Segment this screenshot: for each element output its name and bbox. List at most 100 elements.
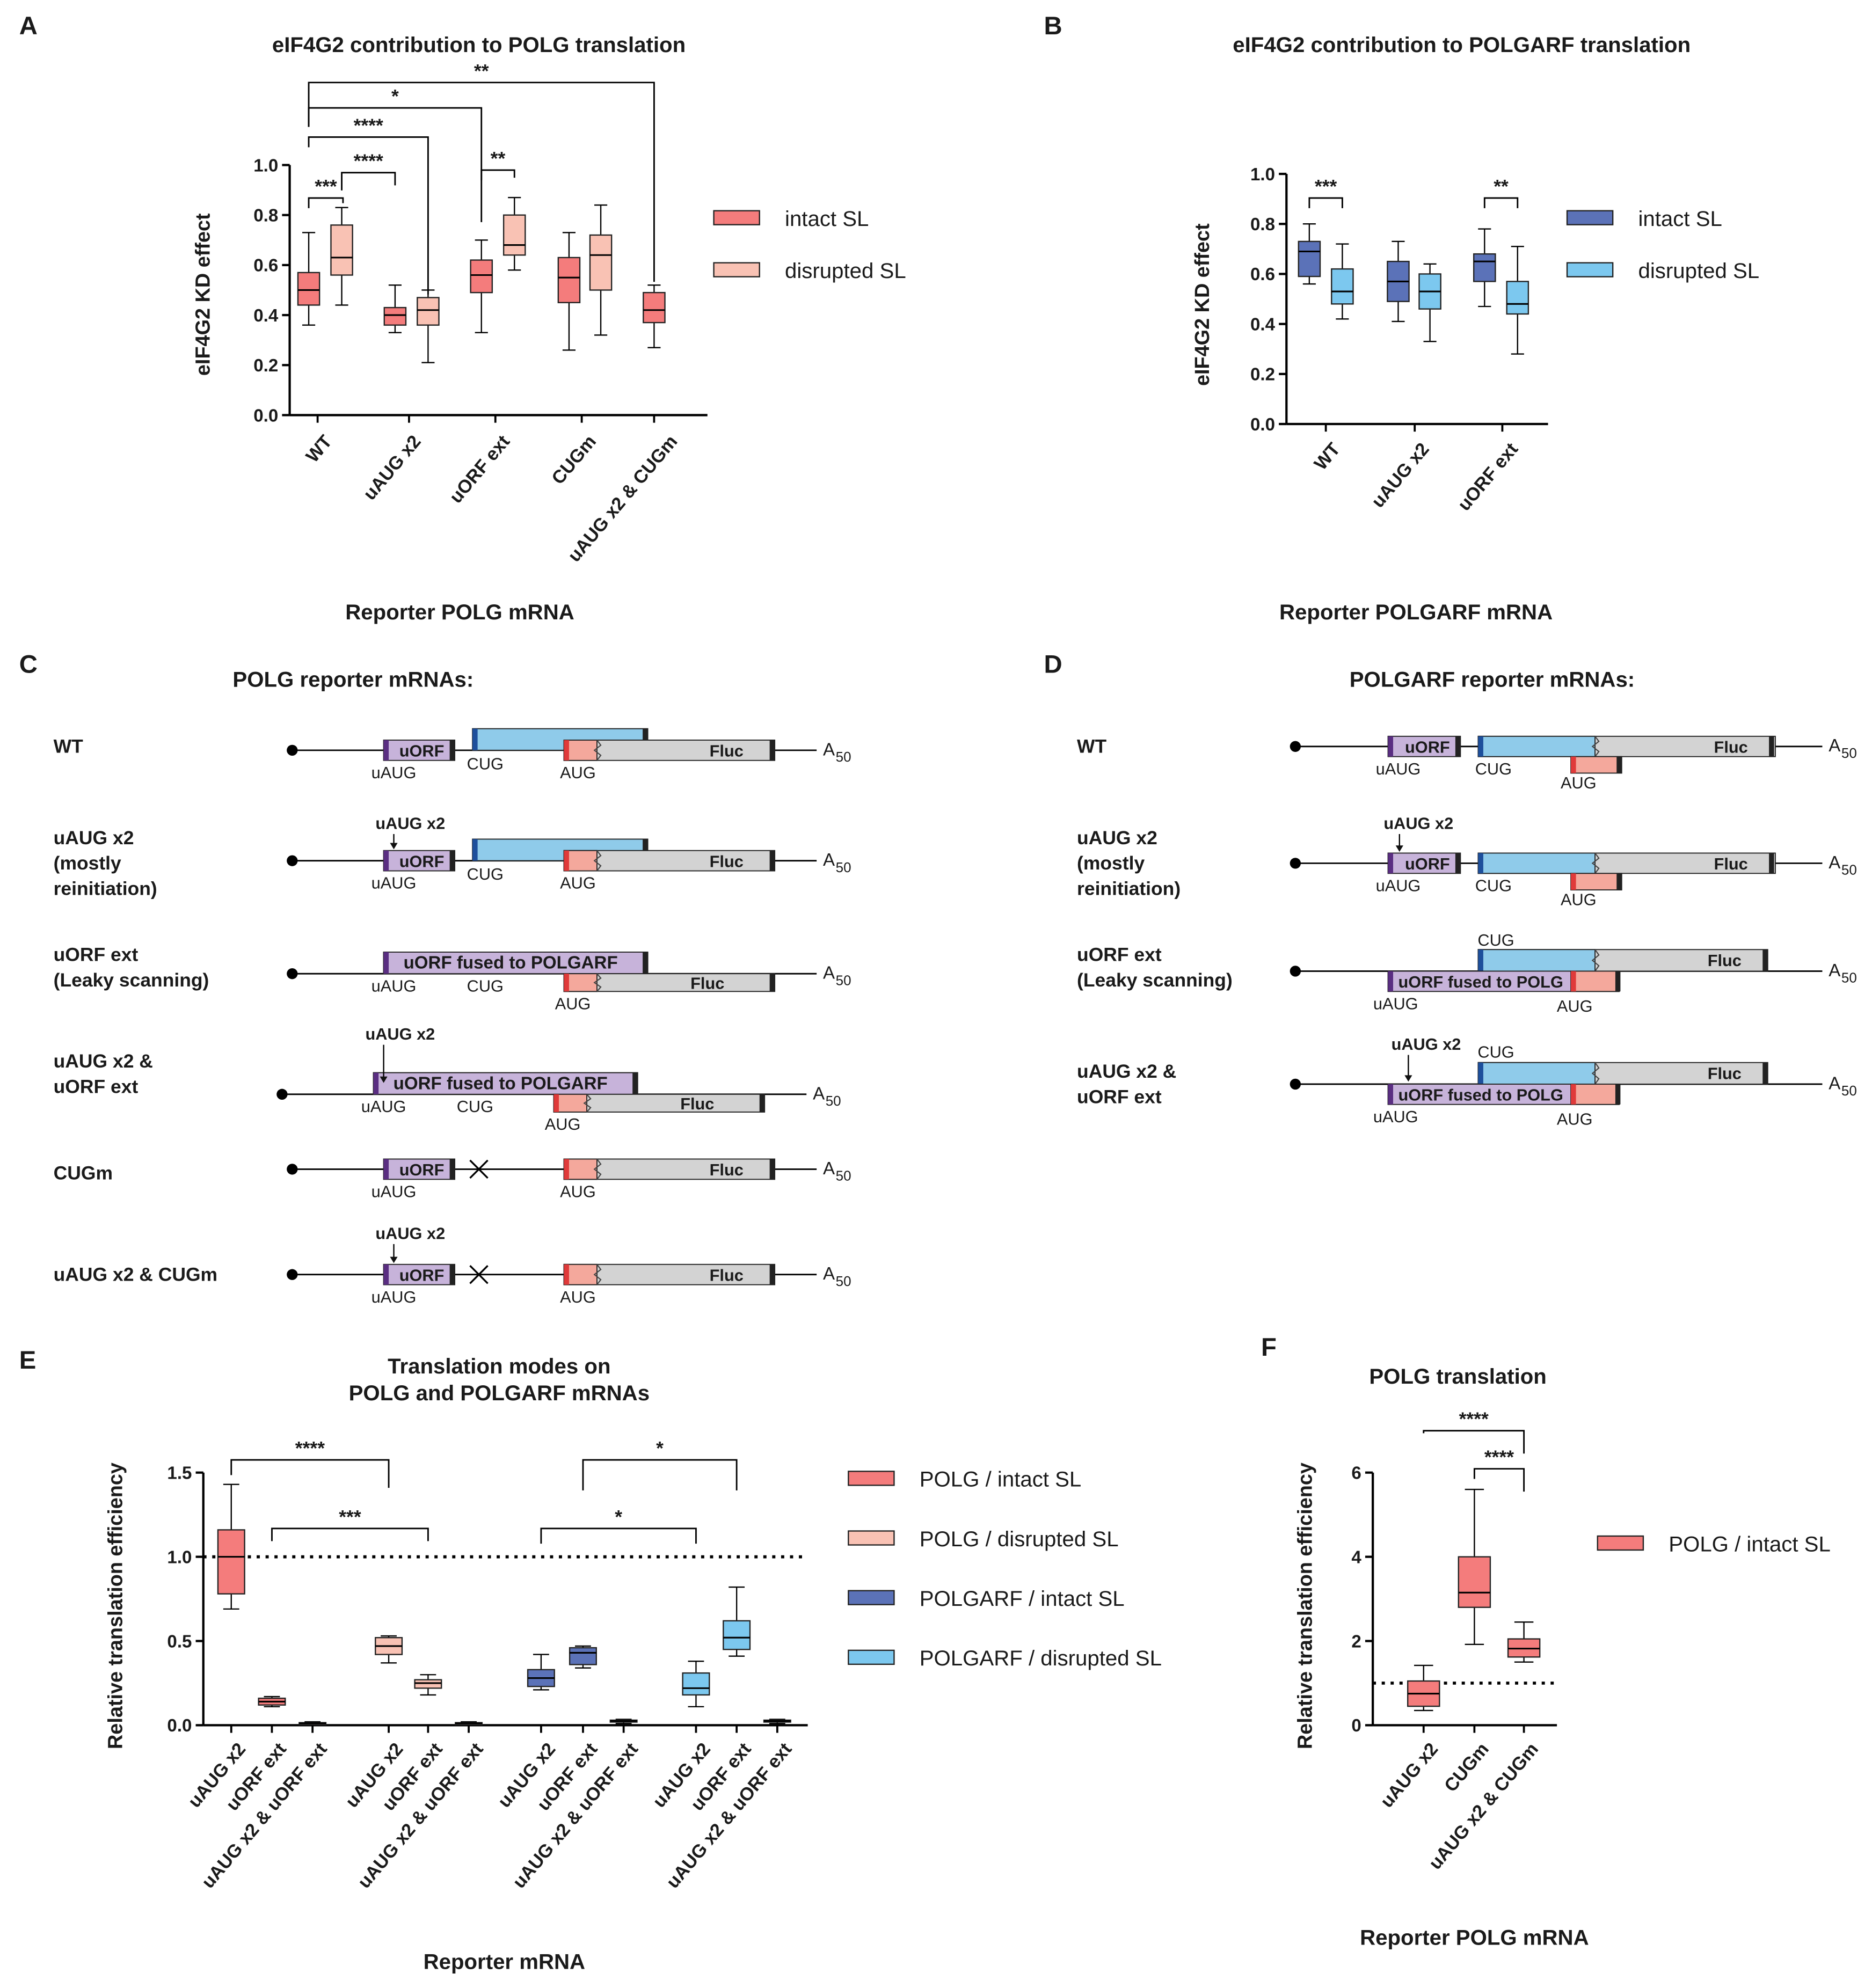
poly-a-subscript: 50	[1841, 745, 1857, 761]
cug-label: CUG	[1477, 1042, 1514, 1061]
poly-a-subscript: 50	[836, 972, 851, 988]
construct-name: uORF ext	[54, 944, 139, 966]
bracket-line	[582, 1459, 738, 1490]
construct-name: uAUG x2	[1077, 827, 1157, 849]
uaug-label: uAUG	[1376, 876, 1421, 895]
construct-name: uAUG x2	[54, 827, 134, 849]
x-tick-label: WT	[302, 432, 336, 466]
arrow-head	[390, 843, 398, 850]
fluc-label: Fluc	[1714, 738, 1748, 757]
poly-a-subscript: 50	[836, 859, 851, 875]
aug-label: AUG	[1561, 773, 1597, 792]
aug-box	[563, 850, 598, 872]
construct-name: uORF ext	[1077, 944, 1162, 966]
uorf-stop	[1455, 736, 1461, 757]
bracket-line	[308, 197, 344, 208]
x-tick-label: CUGm	[548, 432, 600, 488]
box-iqr	[1473, 253, 1496, 282]
legend-entry: intact SL	[785, 207, 869, 231]
legend-swatch	[1566, 262, 1614, 277]
y-tick-label: 1.0	[253, 156, 278, 176]
uaug-label: uAUG	[372, 1288, 417, 1306]
aug-box	[563, 1263, 598, 1285]
box-plot	[527, 1654, 555, 1691]
mrna-construct: uORF Fluc uAUG CUG AUG A 50 uAUG x2	[1290, 814, 1857, 909]
box-plot	[589, 204, 613, 336]
x-axis-title: Reporter POLG mRNA	[1360, 1926, 1589, 1950]
construct-name: WT	[1077, 736, 1106, 757]
cug-label: CUG	[1475, 759, 1512, 778]
y-axis-title: Relative translation efficiency	[1294, 1463, 1317, 1749]
significance-label: ***	[315, 176, 337, 198]
y-axis-title: eIF4G2 KD effect	[192, 213, 215, 376]
cug-label: CUG	[1477, 931, 1514, 949]
box-plot	[470, 239, 493, 333]
significance-label: **	[474, 60, 489, 82]
poly-a-subscript: 50	[836, 1168, 851, 1184]
significance-label: ****	[1459, 1408, 1489, 1430]
fused-uorf-label: uORF fused to POLG	[1398, 973, 1563, 991]
legend-entry: POLG / disrupted SL	[920, 1527, 1119, 1551]
uaug-x2-label: uAUG x2	[1392, 1035, 1461, 1054]
uorf-start	[1388, 971, 1393, 992]
bracket-line	[540, 1527, 697, 1544]
sig-polg-uorf: ***	[271, 1506, 429, 1541]
cug-label: CUG	[1475, 876, 1512, 895]
significance-label: **	[491, 148, 506, 169]
fluc-stop	[769, 850, 775, 871]
poly-a-label: A	[1829, 961, 1841, 981]
polgarf-box	[1477, 1062, 1596, 1085]
sig-wt-uaug: ****	[341, 150, 396, 191]
construct-note: (Leaky scanning)	[1077, 969, 1233, 991]
significance-label: ***	[339, 1506, 361, 1527]
uorf-stop	[449, 1159, 455, 1180]
box-iqr	[557, 257, 581, 303]
aug-label: AUG	[560, 874, 596, 893]
fluc-label: Fluc	[1708, 1064, 1742, 1083]
box-plot	[414, 1674, 442, 1696]
poly-a-subscript: 50	[826, 1093, 841, 1109]
bracket-line	[341, 172, 396, 191]
fused-uorf-label: uORF fused to POLGARF	[394, 1073, 608, 1093]
uorf-start	[373, 1072, 379, 1094]
fluc-stop	[1769, 736, 1774, 757]
poly-a-label: A	[823, 1159, 835, 1179]
aug-box	[1570, 873, 1622, 890]
box-plot	[330, 207, 353, 306]
legend-entry: intact SL	[1638, 207, 1722, 231]
fluc-label: Fluc	[1708, 951, 1742, 970]
panel-f: F POLG translation 0 2 4 6 Relative translatio…	[1261, 1333, 1831, 1949]
uaug-label: uAUG	[1373, 994, 1418, 1013]
fluc-label: Fluc	[1714, 854, 1748, 873]
box-plot	[417, 289, 440, 363]
aug-start	[564, 850, 569, 871]
fluc-stop	[769, 1264, 775, 1285]
cug-start	[1478, 736, 1483, 757]
mrna-construct: Fluc uORF fused to POLG CUG uAUG AUG A 50 uAUG …	[1290, 1035, 1857, 1129]
box-plot	[1331, 243, 1354, 320]
uorf-stop	[449, 850, 455, 871]
box-plot	[1298, 223, 1321, 285]
x-tick-label: WT	[1310, 439, 1344, 474]
significance-label: *	[656, 1438, 664, 1459]
construct-note: reinitiation)	[54, 878, 157, 900]
uorf-stop	[1615, 1084, 1621, 1105]
y-tick-label: 0.8	[1250, 215, 1275, 235]
box-plot	[763, 1719, 791, 1724]
poly-a-subscript: 50	[1841, 862, 1857, 878]
y-tick-label: 0.0	[1250, 415, 1275, 435]
cug-label: CUG	[457, 1097, 493, 1116]
uorf-start	[383, 952, 389, 974]
box-iqr	[643, 291, 666, 324]
polgarf-stop	[643, 839, 648, 861]
box-plot	[383, 284, 407, 333]
significance-label: ****	[354, 150, 383, 172]
uaug-x2-label: uAUG x2	[1383, 814, 1453, 833]
uorf-stop	[449, 1264, 455, 1285]
uaug-label: uAUG	[372, 874, 417, 893]
aug-frame-stop	[1616, 873, 1622, 890]
cug-start	[1478, 853, 1483, 874]
